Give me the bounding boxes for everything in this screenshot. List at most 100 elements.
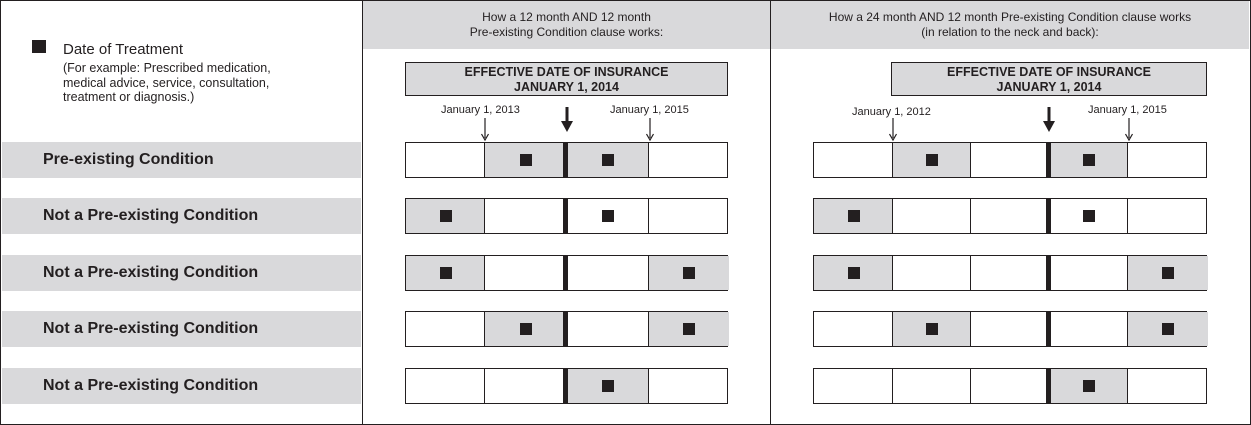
cell-divider: [970, 369, 971, 403]
timeline-cell: [1049, 312, 1128, 346]
black-square-icon: [32, 40, 46, 53]
row-band: [2, 142, 361, 178]
row-label: Not a Pre-existing Condition: [43, 207, 259, 224]
timeline-cell: [814, 143, 893, 177]
timeline-cell: [971, 312, 1049, 346]
panel-2-header-band: [771, 1, 1249, 49]
treatment-marker-icon: [520, 154, 532, 166]
timeline-row: [813, 198, 1207, 234]
treatment-marker-icon: [848, 210, 860, 222]
cell-divider: [1127, 256, 1128, 290]
treatment-marker-icon: [520, 323, 532, 335]
row-label: Pre-existing Condition: [43, 151, 214, 168]
treatment-marker-icon: [848, 267, 860, 279]
cell-divider: [892, 199, 893, 233]
treatment-marker-icon: [440, 267, 452, 279]
treatment-marker-icon: [1083, 380, 1095, 392]
timeline-cell: [971, 256, 1049, 290]
cell-divider: [484, 312, 485, 346]
treatment-marker-icon: [602, 210, 614, 222]
cell-divider: [484, 369, 485, 403]
treatment-marker-icon: [926, 323, 938, 335]
cell-divider: [970, 256, 971, 290]
column-divider: [362, 0, 363, 425]
timeline-row: [813, 368, 1207, 404]
effective-date-line: [1046, 312, 1051, 346]
effective-date-line: [1046, 369, 1051, 403]
timeline-cell: [1128, 199, 1208, 233]
panel-1-start-date: January 1, 2013: [441, 104, 520, 116]
treatment-marker-icon: [1162, 323, 1174, 335]
timeline-cell: [566, 312, 649, 346]
row-band: [2, 311, 361, 347]
effective-date-line: [563, 256, 568, 290]
treatment-marker-icon: [683, 323, 695, 335]
effective-date-line: [1046, 256, 1051, 290]
legend-title: Date of Treatment: [63, 41, 184, 58]
timeline-cell: [649, 143, 729, 177]
timeline-row: [813, 255, 1208, 291]
timeline-cell: [406, 369, 485, 403]
timeline-row: [405, 198, 728, 234]
cell-divider: [648, 199, 649, 233]
arrow-down-icon: [480, 118, 490, 142]
bold-arrow-down-icon: [1043, 107, 1055, 132]
timeline-cell: [485, 369, 566, 403]
arrow-down-icon: [1124, 118, 1134, 142]
timeline-cell: [485, 256, 566, 290]
cell-divider: [892, 369, 893, 403]
row-band: [2, 368, 361, 404]
treatment-marker-icon: [926, 154, 938, 166]
cell-divider: [484, 199, 485, 233]
timeline-row: [405, 142, 728, 178]
panel-2-header: How a 24 month AND 12 month Pre-existing…: [828, 10, 1192, 39]
timeline-cell: [406, 312, 485, 346]
cell-divider: [484, 143, 485, 177]
panel-2-end-date: January 1, 2015: [1088, 104, 1167, 116]
timeline-cell: [971, 199, 1049, 233]
timeline-cell: [566, 256, 649, 290]
cell-divider: [484, 256, 485, 290]
row-band: [2, 255, 361, 291]
row-label: Not a Pre-existing Condition: [43, 377, 259, 394]
cell-divider: [1127, 199, 1128, 233]
treatment-marker-icon: [602, 380, 614, 392]
row-label: Not a Pre-existing Condition: [43, 264, 259, 281]
arrow-down-icon: [645, 118, 655, 142]
treatment-marker-icon: [1083, 210, 1095, 222]
timeline-cell: [649, 199, 729, 233]
timeline-row: [405, 368, 728, 404]
cell-divider: [1127, 143, 1128, 177]
panel-2-effective-date-box: EFFECTIVE DATE OF INSURANCE JANUARY 1, 2…: [891, 62, 1207, 96]
cell-divider: [970, 199, 971, 233]
timeline-row: [813, 311, 1208, 347]
panel-1-end-date: January 1, 2015: [610, 104, 689, 116]
timeline-cell: [893, 199, 971, 233]
timeline-cell: [971, 143, 1049, 177]
timeline-row: [813, 142, 1207, 178]
timeline-row: [405, 255, 729, 291]
timeline-row: [405, 311, 729, 347]
panel-1-effective-date-box: EFFECTIVE DATE OF INSURANCE JANUARY 1, 2…: [405, 62, 728, 96]
timeline-cell: [649, 369, 729, 403]
timeline-cell: [893, 256, 971, 290]
effective-date-line: [1046, 199, 1051, 233]
timeline-cell: [971, 369, 1049, 403]
treatment-marker-icon: [440, 210, 452, 222]
timeline-cell: [814, 312, 893, 346]
cell-divider: [970, 143, 971, 177]
effective-date-line: [563, 143, 568, 177]
timeline-cell: [1128, 143, 1208, 177]
treatment-marker-icon: [602, 154, 614, 166]
effective-date-line: [1046, 143, 1051, 177]
cell-divider: [892, 143, 893, 177]
cell-divider: [648, 369, 649, 403]
effective-date-line: [563, 369, 568, 403]
treatment-marker-icon: [1162, 267, 1174, 279]
row-label: Not a Pre-existing Condition: [43, 320, 259, 337]
effective-date-line: [563, 312, 568, 346]
cell-divider: [648, 143, 649, 177]
row-band: [2, 198, 361, 234]
panel-2-start-date: January 1, 2012: [852, 106, 931, 118]
cell-divider: [648, 312, 649, 346]
